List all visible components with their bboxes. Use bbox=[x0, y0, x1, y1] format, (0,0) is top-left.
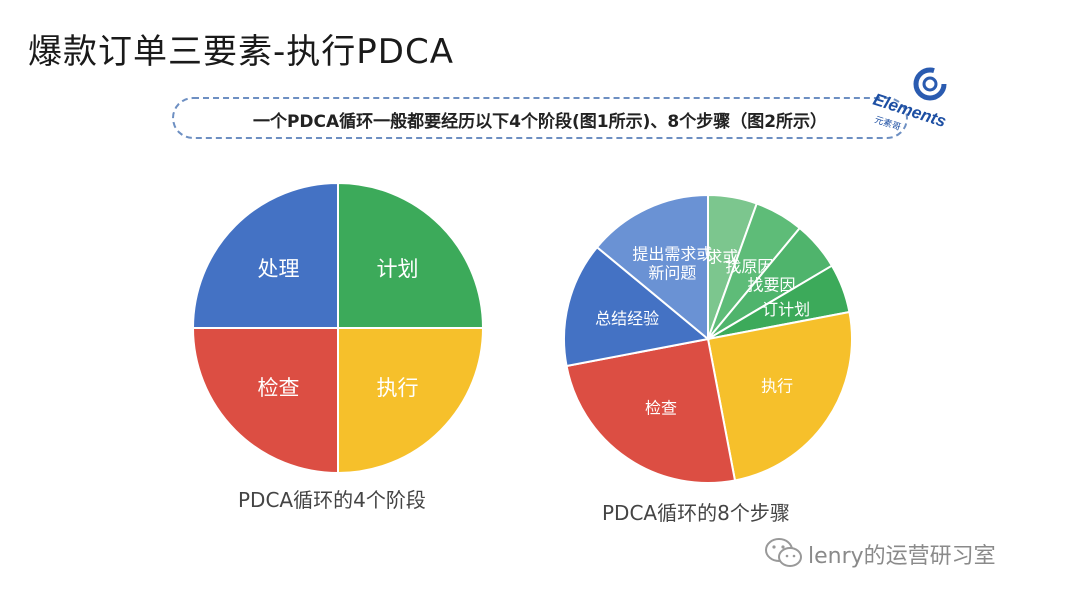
pie-slice-5 bbox=[565, 337, 737, 484]
chart2-caption: PDCA循环的8个步骤 bbox=[602, 501, 790, 525]
slice-label-2: 找要因 bbox=[748, 275, 796, 294]
slice-label-6: 总结经验 bbox=[595, 309, 659, 328]
slice-label-3: 处理 bbox=[258, 257, 300, 281]
slice-label-1: 找原因 bbox=[725, 257, 773, 276]
slice-label-4: 执行 bbox=[761, 377, 793, 396]
pie-slice-0 bbox=[337, 181, 485, 329]
watermark-text: lenry的运营研习室 bbox=[808, 544, 996, 569]
intro-banner: 一个PDCA循环一般都要经历以下4个阶段(图1所示)、8个步骤（图2所示） bbox=[172, 97, 908, 139]
slice-label-5: 检查 bbox=[645, 399, 677, 418]
pie-slice-3 bbox=[191, 181, 339, 329]
slice-label-1: 执行 bbox=[376, 376, 418, 400]
watermark: lenry的运营研习室 bbox=[765, 538, 996, 570]
pie-slice-4 bbox=[706, 310, 853, 482]
slice-label-2: 检查 bbox=[258, 376, 300, 400]
slice-label-0: 计划 bbox=[376, 257, 418, 281]
page-title: 爆款订单三要素-执行PDCA bbox=[28, 32, 454, 72]
chart1-caption: PDCA循环的4个阶段 bbox=[238, 488, 426, 512]
pie-slice-1 bbox=[337, 327, 485, 475]
slice-label-7: 提出需求或新问题 bbox=[632, 244, 712, 282]
pie-slice-7 bbox=[595, 193, 709, 342]
banner-text: 一个PDCA循环一般都要经历以下4个阶段(图1所示)、8个步骤（图2所示） bbox=[252, 112, 828, 132]
pie-slice-2 bbox=[191, 327, 339, 475]
pie-slice-6 bbox=[563, 245, 711, 368]
wechat-icon bbox=[765, 538, 802, 567]
elements-logo-icon: Elements 元素哥 bbox=[871, 67, 949, 133]
slice-label-3: 订计划 bbox=[762, 300, 810, 319]
